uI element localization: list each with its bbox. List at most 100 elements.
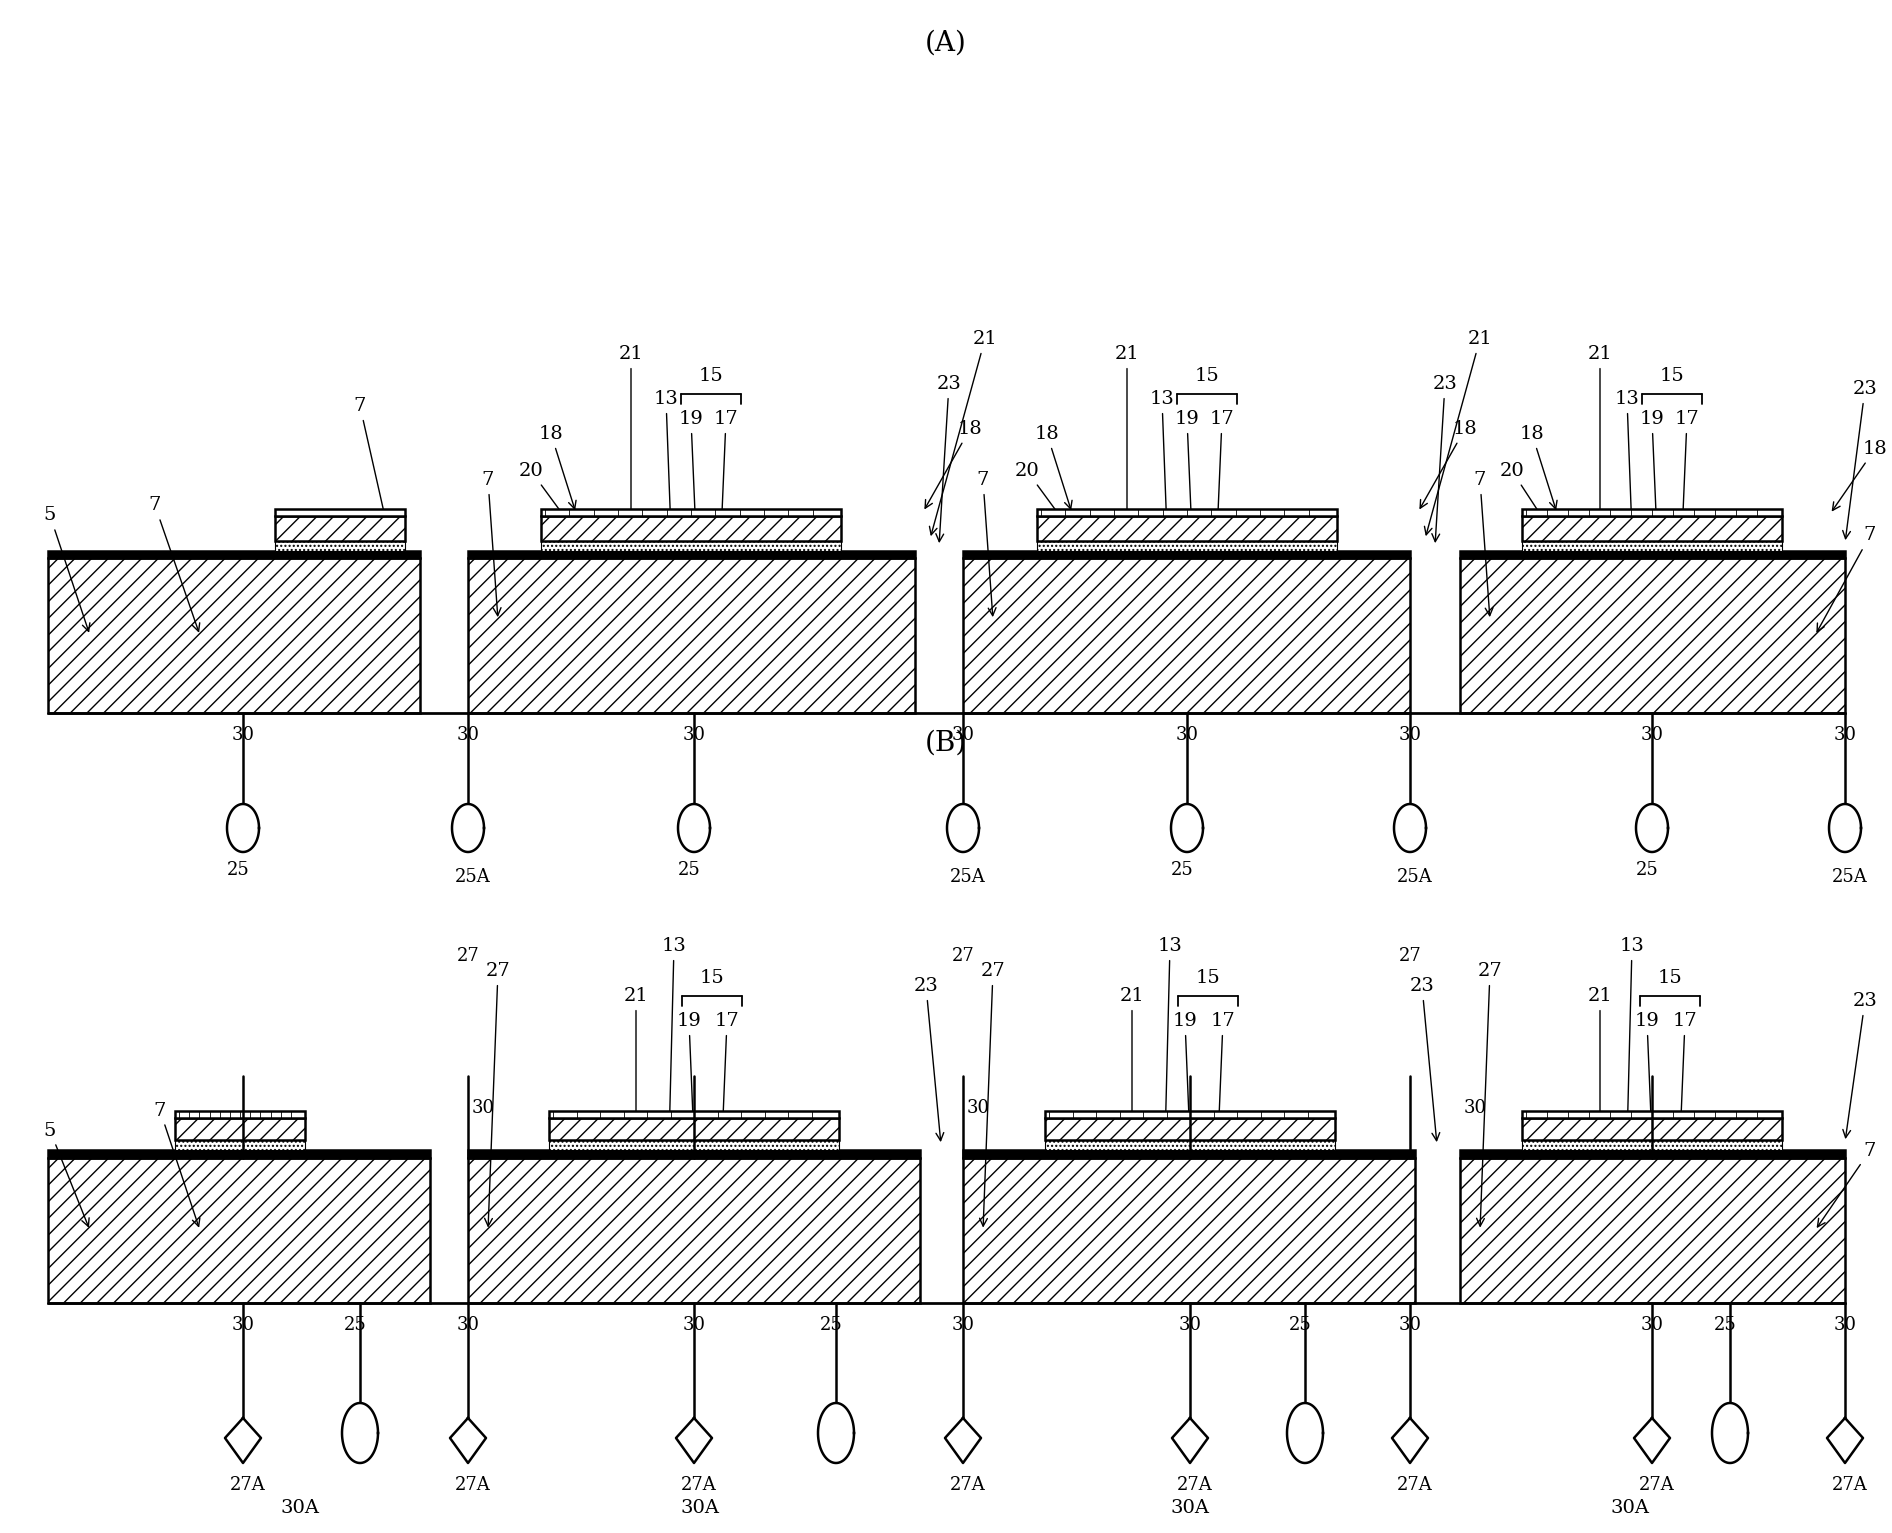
Text: 25: 25: [1171, 862, 1194, 878]
Text: 13: 13: [1620, 937, 1644, 1139]
Text: 21: 21: [624, 987, 649, 1134]
Bar: [963, 558, 1410, 713]
Text: 30: 30: [1640, 1315, 1663, 1334]
Bar: [549, 1118, 838, 1141]
Polygon shape: [225, 1418, 261, 1462]
Text: 21: 21: [929, 330, 997, 535]
Text: 19: 19: [1175, 409, 1200, 532]
Text: 27: 27: [980, 963, 1005, 1226]
Text: 25: 25: [1635, 862, 1659, 878]
Text: 23: 23: [1432, 376, 1457, 541]
Text: 25: 25: [1288, 1315, 1311, 1334]
Bar: [1461, 550, 1845, 558]
Text: 25: 25: [677, 862, 700, 878]
Bar: [541, 509, 842, 517]
Text: 17: 17: [1211, 1012, 1235, 1137]
Bar: [549, 1141, 838, 1150]
Text: 17: 17: [1673, 1012, 1697, 1137]
Polygon shape: [1828, 1418, 1864, 1462]
Bar: [963, 550, 1410, 558]
Bar: [467, 1150, 920, 1157]
Bar: [1521, 509, 1782, 517]
Polygon shape: [342, 1403, 378, 1462]
Text: 18: 18: [1833, 440, 1888, 510]
Bar: [1461, 1150, 1845, 1157]
Text: 27A: 27A: [231, 1476, 267, 1495]
Text: 30A: 30A: [1610, 1499, 1650, 1518]
Bar: [467, 1157, 920, 1303]
Bar: [274, 509, 405, 517]
Text: 30: 30: [456, 1315, 479, 1334]
Bar: [467, 550, 916, 558]
Text: 30A: 30A: [681, 1499, 719, 1518]
Text: 17: 17: [1209, 409, 1234, 532]
Text: 30: 30: [1179, 1315, 1201, 1334]
Text: 13: 13: [662, 937, 687, 1139]
Polygon shape: [1171, 1418, 1207, 1462]
Text: 7: 7: [482, 471, 501, 616]
Text: 27: 27: [1476, 963, 1502, 1226]
Polygon shape: [677, 803, 710, 852]
Bar: [1521, 517, 1782, 541]
Text: 27: 27: [952, 947, 974, 964]
Text: 23: 23: [914, 977, 944, 1141]
Polygon shape: [1287, 1403, 1323, 1462]
Text: 15: 15: [1659, 366, 1684, 385]
Text: 27: 27: [456, 947, 479, 964]
Text: 15: 15: [1657, 969, 1682, 987]
Text: 30: 30: [952, 1315, 974, 1334]
Text: 19: 19: [1173, 1012, 1198, 1137]
Polygon shape: [948, 803, 978, 852]
Text: 21: 21: [1587, 987, 1612, 1134]
Polygon shape: [452, 803, 484, 852]
Text: 7: 7: [153, 1102, 201, 1226]
Bar: [963, 1150, 1415, 1157]
Polygon shape: [1830, 803, 1862, 852]
Bar: [1044, 1141, 1336, 1150]
Bar: [47, 1157, 429, 1303]
Text: 30: 30: [1175, 727, 1198, 744]
Text: 30: 30: [1398, 1315, 1421, 1334]
Text: 25A: 25A: [950, 868, 986, 886]
Text: 7: 7: [1474, 471, 1493, 616]
Text: 5: 5: [44, 506, 89, 632]
Text: 15: 15: [698, 366, 723, 385]
Bar: [47, 1150, 429, 1157]
Text: 5: 5: [44, 1122, 89, 1226]
Text: (A): (A): [925, 29, 967, 57]
Text: 17: 17: [715, 1012, 740, 1137]
Bar: [1521, 1118, 1782, 1141]
Polygon shape: [944, 1418, 980, 1462]
Text: 25: 25: [227, 862, 250, 878]
Polygon shape: [817, 1403, 853, 1462]
Text: 18: 18: [925, 420, 982, 509]
Text: 27A: 27A: [1177, 1476, 1213, 1495]
Text: 17: 17: [1674, 409, 1699, 532]
Text: 30: 30: [1833, 1315, 1856, 1334]
Text: 27A: 27A: [1831, 1476, 1867, 1495]
Text: 13: 13: [653, 389, 679, 529]
Text: 30: 30: [1640, 727, 1663, 744]
Text: 18: 18: [1035, 425, 1073, 509]
Text: 15: 15: [1196, 969, 1220, 987]
Text: 7: 7: [1816, 526, 1877, 632]
Text: 21: 21: [1120, 987, 1145, 1134]
Text: 7: 7: [1818, 1142, 1877, 1226]
Text: 19: 19: [1635, 1012, 1659, 1137]
Text: 27A: 27A: [456, 1476, 490, 1495]
Bar: [174, 1111, 305, 1118]
Text: 27A: 27A: [950, 1476, 986, 1495]
Text: 20: 20: [518, 461, 583, 543]
Polygon shape: [675, 1418, 711, 1462]
Text: 30: 30: [1398, 727, 1421, 744]
Bar: [1461, 558, 1845, 713]
Text: 7: 7: [976, 471, 995, 616]
Polygon shape: [1171, 803, 1203, 852]
Text: 21: 21: [1114, 345, 1139, 524]
Polygon shape: [1394, 803, 1427, 852]
Text: 27: 27: [1398, 947, 1421, 964]
Text: 15: 15: [700, 969, 725, 987]
Bar: [1461, 1157, 1845, 1303]
Bar: [1037, 541, 1338, 550]
Text: 25A: 25A: [1831, 868, 1867, 886]
